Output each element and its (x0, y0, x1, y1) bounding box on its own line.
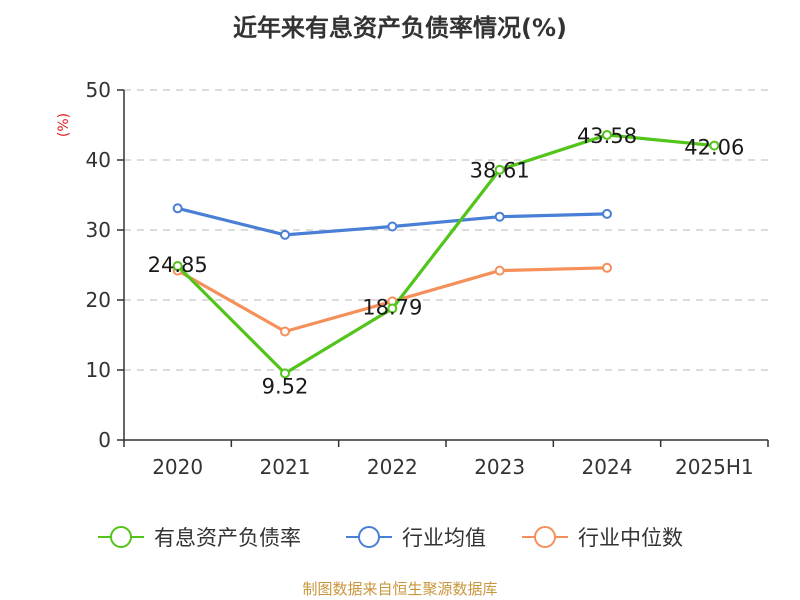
legend-item-2: 行业中位数 (522, 526, 683, 550)
data-point (602, 262, 612, 273)
data-point (387, 221, 398, 232)
series-layer (172, 129, 720, 379)
data-point (494, 211, 505, 222)
legend-item-0: 有息资产负债率 (98, 526, 301, 550)
data-label: 42.06 (684, 136, 744, 160)
series-1 (172, 203, 612, 240)
source-note: 制图数据来自恒生聚源数据库 (302, 580, 497, 598)
legend-label: 有息资产负债率 (154, 526, 301, 550)
data-point (709, 140, 720, 151)
y-tick-label: 40 (86, 148, 111, 172)
data-point (280, 368, 290, 379)
x-tick-label: 2021 (260, 455, 311, 479)
x-tick-label: 2022 (367, 455, 418, 479)
data-label: 43.58 (577, 124, 637, 148)
y-tick-label: 30 (86, 218, 111, 242)
legend-marker-icon (358, 526, 380, 548)
x-tick-label: 2025H1 (675, 455, 754, 479)
chart-title: 近年来有息资产负债率情况(%) (233, 14, 567, 42)
data-point (602, 208, 612, 219)
legend-item-1: 行业均值 (346, 526, 486, 550)
data-label: 9.52 (262, 374, 309, 398)
data-point (602, 129, 612, 140)
legend: 有息资产负债率 行业均值 行业中位数 (98, 526, 683, 550)
data-label: 18.79 (362, 295, 422, 319)
legend-marker-icon (534, 526, 556, 548)
y-tick-label: 10 (86, 358, 111, 382)
series-0 (172, 129, 720, 379)
legend-label: 行业均值 (402, 526, 486, 550)
data-label: 38.61 (470, 159, 530, 183)
series-line (176, 133, 715, 375)
data-point (172, 261, 183, 272)
series-2 (172, 262, 612, 337)
y-axis-unit: (%) (56, 113, 72, 137)
x-tick-label: 2024 (582, 455, 633, 479)
x-tick-label: 2023 (474, 455, 525, 479)
data-label: 24.85 (148, 253, 208, 277)
x-tick-label: 2020 (152, 455, 203, 479)
data-point (280, 326, 290, 337)
data-point (280, 229, 290, 240)
grid-layer (124, 89, 768, 371)
data-point (494, 265, 505, 276)
y-tick-label: 50 (86, 78, 111, 102)
data-point (494, 164, 505, 175)
y-tick-label: 0 (98, 428, 111, 452)
data-point (172, 203, 183, 214)
data-point (387, 303, 398, 314)
legend-label: 行业中位数 (578, 526, 683, 550)
axis-layer: 0 10 20 30 40 50 2020 2021 2022 2023 2024 2025H1 (86, 78, 769, 479)
legend-marker-icon (110, 526, 132, 548)
data-label-layer: 24.85 9.52 18.79 38.61 43.58 42.06 (148, 124, 745, 398)
y-tick-label: 20 (86, 288, 111, 312)
